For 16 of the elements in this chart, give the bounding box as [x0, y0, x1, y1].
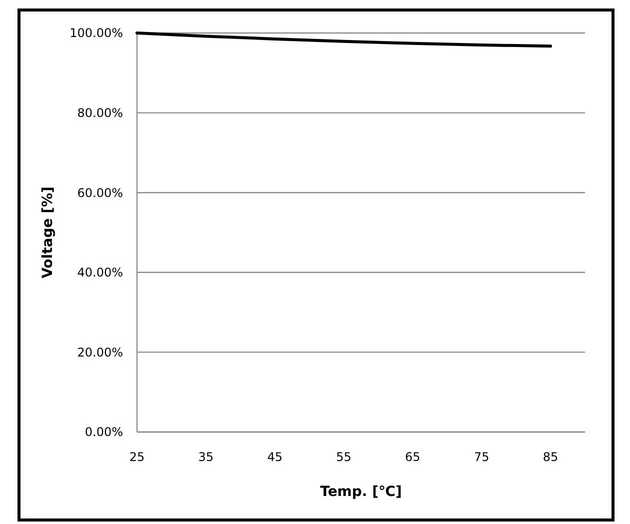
line-series — [136, 32, 552, 48]
y-axis-title: Voltage [%] — [40, 186, 56, 278]
y-tick-label: 80.00% — [77, 106, 123, 120]
y-tick-label: 0.00% — [84, 425, 123, 440]
x-tick-label: 85 — [542, 450, 558, 464]
x-tick-label: 65 — [405, 450, 420, 464]
y-tick-label: 20.00% — [77, 345, 123, 360]
y-tick-label: 100.00% — [70, 26, 123, 40]
x-tick-label: 75 — [474, 450, 490, 464]
y-tick-label: 40.00% — [77, 266, 123, 280]
y-tick-label: 60.00% — [77, 186, 123, 200]
x-tick-label: 25 — [129, 450, 145, 464]
x-tick-label: 55 — [336, 450, 352, 464]
x-axis-title: Temp. [℃] — [320, 484, 402, 500]
x-tick-label: 35 — [198, 450, 214, 464]
x-tick-label: 45 — [267, 450, 282, 464]
